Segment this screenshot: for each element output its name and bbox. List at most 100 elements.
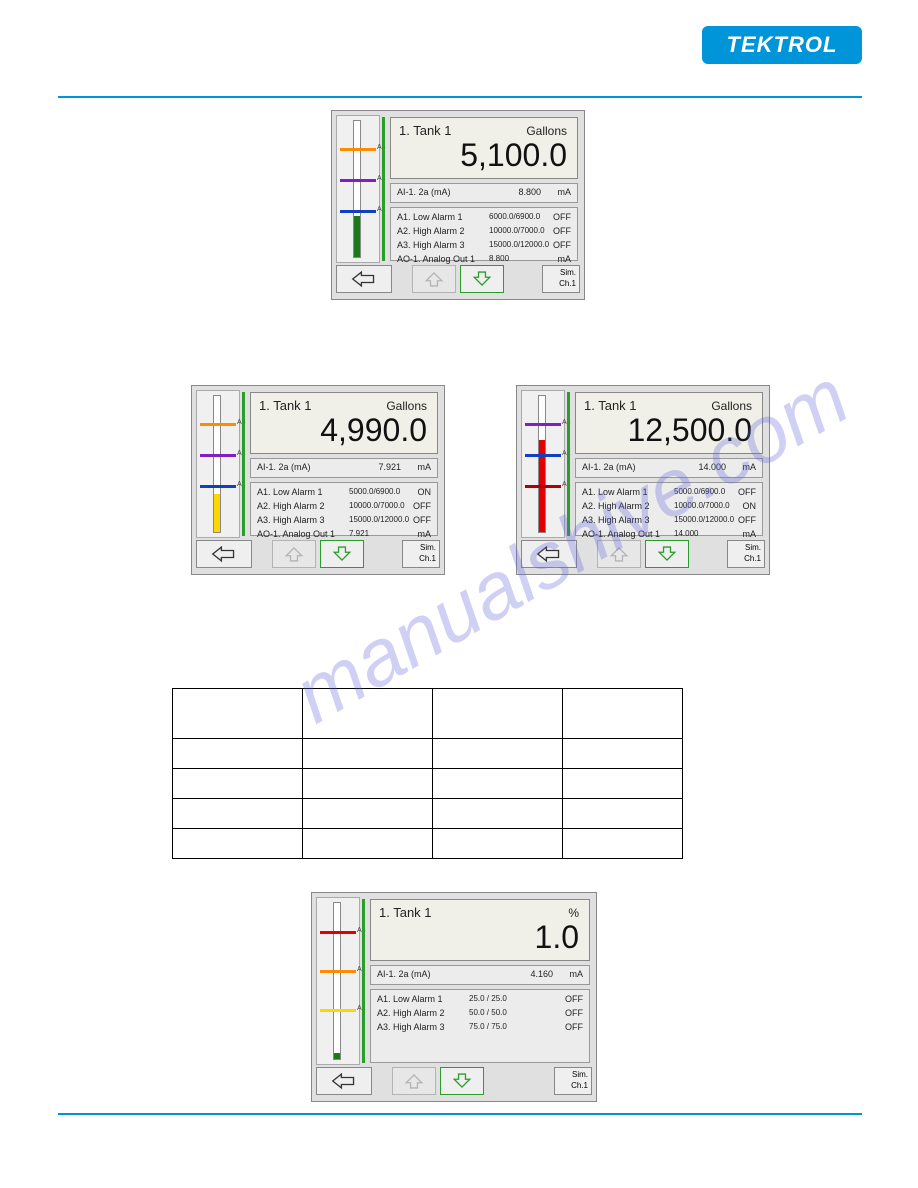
down-button[interactable] bbox=[645, 540, 689, 568]
table-cell bbox=[173, 799, 303, 829]
ai-value: 8.800 bbox=[518, 187, 541, 197]
back-button[interactable] bbox=[336, 265, 392, 293]
channel-title: 1. Tank 1 bbox=[399, 123, 452, 138]
table-cell bbox=[303, 799, 433, 829]
alarm-row: A1. Low Alarm 15000.0/6900.0OFF bbox=[582, 487, 756, 501]
value-display: 1. Tank 1 % 1.0 bbox=[370, 899, 590, 961]
button-bar: Sim.Ch.1 bbox=[336, 265, 580, 295]
up-button[interactable] bbox=[412, 265, 456, 293]
up-button[interactable] bbox=[392, 1067, 436, 1095]
ai-value: 7.921 bbox=[378, 462, 401, 472]
bargraph: A1 A2 A3 bbox=[336, 115, 380, 263]
analog-input-row: AI-1. 2a (mA) 7.921 mA bbox=[250, 458, 438, 478]
ai-value: 14.000 bbox=[698, 462, 726, 472]
pv-value: 12,500.0 bbox=[627, 412, 752, 449]
back-button[interactable] bbox=[521, 540, 577, 568]
ai-label: AI-1. 2a (mA) bbox=[397, 187, 451, 197]
down-button[interactable] bbox=[460, 265, 504, 293]
analog-input-row: AI-1. 2a (mA) 14.000 mA bbox=[575, 458, 763, 478]
divider-top bbox=[58, 96, 862, 98]
alarm-row: A3. High Alarm 315000.0/12000.0OFF bbox=[582, 515, 756, 529]
table-cell bbox=[173, 829, 303, 859]
table-cell bbox=[433, 689, 563, 739]
button-bar: Sim.Ch.1 bbox=[521, 540, 765, 570]
alarm-row: A2. High Alarm 250.0 / 50.0OFF bbox=[377, 1008, 583, 1022]
alarm-row: A2. High Alarm 210000.0/7000.0ON bbox=[582, 501, 756, 515]
down-button[interactable] bbox=[440, 1067, 484, 1095]
back-button[interactable] bbox=[316, 1067, 372, 1095]
table-cell bbox=[563, 739, 683, 769]
alarm-mark: A3 bbox=[340, 148, 376, 151]
unit-label: Gallons bbox=[386, 399, 427, 413]
tank-panel: A1A2A3 1. Tank 1 % 1.0 AI-1. 2a (mA) 4.1… bbox=[311, 892, 597, 1102]
table-cell bbox=[173, 689, 303, 739]
table-cell bbox=[563, 689, 683, 739]
button-bar: Sim.Ch.1 bbox=[316, 1067, 592, 1097]
alarm-row: A3. High Alarm 315000.0/12000.0OFF bbox=[397, 240, 571, 254]
unit-label: Gallons bbox=[711, 399, 752, 413]
alarm-list: A1. Low Alarm 16000.0/6900.0OFF A2. High… bbox=[390, 207, 578, 261]
ai-label: AI-1. 2a (mA) bbox=[582, 462, 636, 472]
bargraph: A1A2A3 bbox=[521, 390, 565, 538]
alarm-row: A2. High Alarm 210000.0/7000.0OFF bbox=[397, 226, 571, 240]
ai-unit: mA bbox=[743, 462, 757, 472]
table-cell bbox=[303, 739, 433, 769]
alarm-row: A3. High Alarm 375.0 / 75.0OFF bbox=[377, 1022, 583, 1036]
unit-label: % bbox=[568, 906, 579, 920]
tank-panel: A1A2A3 1. Tank 1 Gallons 12,500.0 AI-1. … bbox=[516, 385, 770, 575]
up-button[interactable] bbox=[597, 540, 641, 568]
table-cell bbox=[433, 829, 563, 859]
value-display: 1. Tank 1 Gallons 4,990.0 bbox=[250, 392, 438, 454]
table-cell bbox=[303, 829, 433, 859]
button-bar: Sim.Ch.1 bbox=[196, 540, 440, 570]
unit-label: Gallons bbox=[526, 124, 567, 138]
ai-unit: mA bbox=[558, 187, 572, 197]
table-cell bbox=[303, 689, 433, 739]
empty-table bbox=[172, 688, 683, 859]
alarm-mark: A1 bbox=[340, 210, 376, 213]
pv-value: 1.0 bbox=[535, 919, 579, 956]
table-cell bbox=[433, 739, 563, 769]
bar-fill bbox=[334, 1053, 340, 1059]
ai-label: AI-1. 2a (mA) bbox=[377, 969, 431, 979]
bar-fill bbox=[354, 216, 360, 257]
value-display: 1. Tank 1 Gallons 12,500.0 bbox=[575, 392, 763, 454]
down-button[interactable] bbox=[320, 540, 364, 568]
table-cell bbox=[303, 769, 433, 799]
green-divider bbox=[362, 899, 365, 1063]
alarm-mark: A2 bbox=[525, 454, 561, 457]
table-cell bbox=[173, 739, 303, 769]
bargraph: A1A2A3 bbox=[196, 390, 240, 538]
alarm-mark: A2 bbox=[320, 970, 356, 973]
back-button[interactable] bbox=[196, 540, 252, 568]
up-button[interactable] bbox=[272, 540, 316, 568]
alarm-mark: A1 bbox=[320, 1009, 356, 1012]
divider-bottom bbox=[58, 1113, 862, 1115]
analog-input-row: AI-1. 2a (mA) 8.800 mA bbox=[390, 183, 578, 203]
bar-fill bbox=[214, 494, 220, 532]
alarm-row: A1. Low Alarm 16000.0/6900.0OFF bbox=[397, 212, 571, 226]
table-cell bbox=[563, 829, 683, 859]
tank-panel: A1 A2 A3 1. Tank 1 Gallons 5,100.0 AI-1. 2… bbox=[331, 110, 585, 300]
table-cell bbox=[563, 769, 683, 799]
analog-input-row: AI-1. 2a (mA) 4.160 mA bbox=[370, 965, 590, 985]
alarm-list: A1. Low Alarm 15000.0/6900.0OFF A2. High… bbox=[575, 482, 763, 536]
channel-title: 1. Tank 1 bbox=[379, 905, 432, 920]
ai-unit: mA bbox=[570, 969, 584, 979]
green-divider bbox=[242, 392, 245, 536]
alarm-row: A1. Low Alarm 125.0 / 25.0OFF bbox=[377, 994, 583, 1008]
channel-title: 1. Tank 1 bbox=[584, 398, 637, 413]
table-cell bbox=[433, 769, 563, 799]
alarm-list: A1. Low Alarm 15000.0/6900.0ON A2. High … bbox=[250, 482, 438, 536]
alarm-row: A3. High Alarm 315000.0/12000.0OFF bbox=[257, 515, 431, 529]
alarm-mark: A2 bbox=[340, 179, 376, 182]
ai-value: 4.160 bbox=[530, 969, 553, 979]
value-display: 1. Tank 1 Gallons 5,100.0 bbox=[390, 117, 578, 179]
logo: TEKTROL bbox=[702, 26, 862, 64]
pv-value: 5,100.0 bbox=[460, 137, 567, 174]
ai-unit: mA bbox=[418, 462, 432, 472]
pv-value: 4,990.0 bbox=[320, 412, 427, 449]
green-divider bbox=[567, 392, 570, 536]
alarm-mark: A3 bbox=[525, 423, 561, 426]
alarm-mark: A3 bbox=[200, 423, 236, 426]
